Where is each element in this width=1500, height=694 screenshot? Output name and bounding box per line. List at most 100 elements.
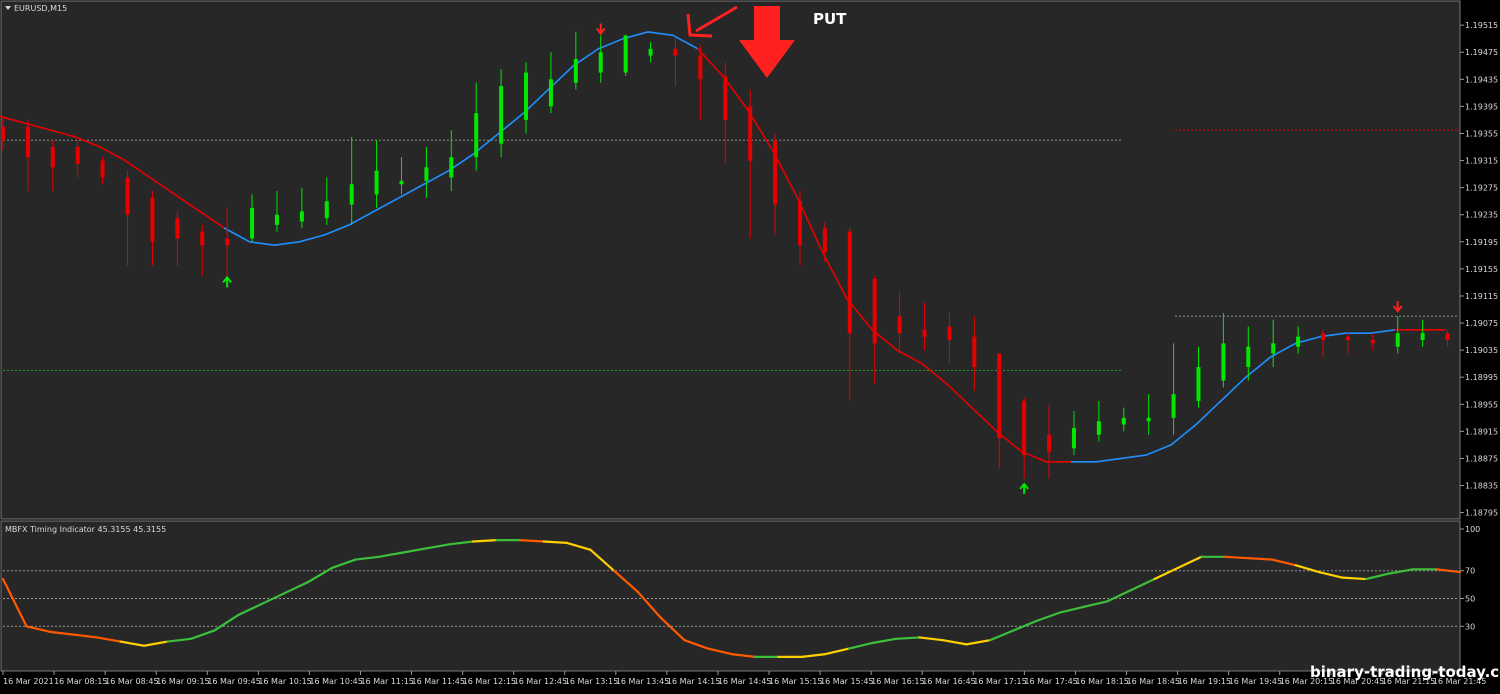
osc-segment (213, 614, 240, 632)
osc-segment (401, 547, 428, 554)
osc-segment (236, 602, 263, 617)
indicator-title: MBFX Timing Indicator 45.3155 45.3155 (5, 525, 166, 534)
candle (1047, 404, 1052, 479)
osc-segment (542, 540, 569, 545)
ma-segment (298, 234, 326, 243)
candle (349, 136, 354, 225)
time-tick-label: 16 Mar 11:45 (412, 677, 465, 686)
ma-segment (1220, 376, 1247, 402)
candle (1121, 407, 1126, 432)
ma-segment (198, 210, 226, 230)
price-tick-label: 1.19115 (1465, 292, 1498, 301)
candle-body (424, 167, 429, 181)
osc-segment (448, 540, 475, 546)
time-tick-label: 16 Mar 10:15 (258, 677, 311, 686)
ma-segment (921, 362, 948, 385)
price-tick-label: 1.19075 (1465, 319, 1498, 328)
ma-segment (1095, 457, 1123, 463)
osc-tick-label: 50 (1465, 595, 1475, 604)
candle-body (1047, 434, 1052, 452)
signal-up-arrow-icon (222, 275, 232, 288)
osc-tick-label: 100 (1465, 525, 1480, 534)
candle (225, 207, 230, 280)
osc-segment (354, 555, 381, 561)
candle (175, 211, 180, 266)
time-tick-label: 16 Mar 16:45 (922, 677, 975, 686)
time-tick-label: 16 Mar 08:45 (105, 677, 158, 686)
candle (573, 31, 578, 90)
dropdown-triangle-icon[interactable] (5, 6, 11, 10)
ma-segment (124, 159, 151, 179)
candle (548, 52, 553, 114)
candle-body (100, 160, 105, 178)
candle-body (648, 48, 653, 56)
candle (748, 89, 753, 239)
candle (1, 116, 5, 151)
price-tick-label: 1.18955 (1465, 400, 1498, 409)
price-axis: 1.19515 1.19475 1.19435 1.19395 1.19355 1.193… (1460, 21, 1498, 518)
osc-segment (1247, 557, 1274, 561)
candle (100, 157, 105, 185)
watermark: binary-trading-today.com (1310, 663, 1500, 681)
osc-segment (1035, 611, 1062, 622)
ma-segment (398, 183, 425, 199)
time-tick-label: 16 Mar 12:45 (514, 677, 567, 686)
candle-body (1296, 336, 1301, 347)
candle (872, 275, 877, 384)
candle (1246, 326, 1251, 381)
candle (374, 140, 379, 208)
osc-segment (918, 636, 945, 642)
ma-segment (49, 129, 77, 138)
candles (1, 31, 1450, 479)
osc-segment (283, 580, 310, 595)
osc-segment (847, 641, 874, 650)
candle (1321, 329, 1326, 357)
candle-body (324, 201, 329, 219)
candle-body (723, 75, 728, 120)
osc-segment (25, 625, 52, 633)
time-tick-label: 16 Mar 09:15 (156, 677, 209, 686)
price-tick-label: 1.18875 (1465, 454, 1498, 463)
time-tick-label: 16 Mar 20:15 (1280, 677, 1333, 686)
price-tick-label: 1.18795 (1465, 509, 1498, 518)
candle-body (474, 113, 479, 158)
candle (1271, 319, 1276, 368)
osc-segment (1388, 568, 1415, 575)
osc-segment (95, 636, 122, 643)
candle-body (947, 326, 952, 340)
oscillator-line (1, 539, 1462, 658)
put-pointer-line (695, 5, 738, 33)
time-tick-label: 16 Mar 14:15 (667, 677, 720, 686)
time-tick-label: 16 Mar 08:15 (54, 677, 107, 686)
candle-body (598, 52, 603, 73)
osc-segment (1223, 555, 1250, 560)
candle (50, 140, 55, 192)
osc-segment (706, 647, 733, 656)
candle-body (748, 106, 753, 161)
candle (125, 170, 130, 266)
candle-body (847, 231, 852, 334)
time-tick-label: 16 Mar 19:45 (1229, 677, 1282, 686)
candle-body (524, 72, 529, 120)
ma-segment (174, 193, 201, 213)
candle (1345, 333, 1350, 354)
indicator-panel (0, 520, 1461, 672)
candle (1196, 346, 1201, 408)
candle-body (1221, 343, 1226, 381)
ma-segment (149, 176, 176, 196)
time-tick-label: 16 Mar 15:15 (769, 677, 822, 686)
osc-segment (1176, 555, 1203, 570)
candle (997, 353, 1002, 469)
ma-segment (821, 251, 849, 301)
candle (1022, 397, 1027, 479)
osc-segment (612, 569, 639, 593)
candle (1296, 326, 1301, 354)
osc-tick-label: 70 (1465, 567, 1475, 576)
candle (648, 42, 653, 63)
osc-segment (730, 652, 757, 658)
candle-body (25, 126, 30, 158)
candle-body (897, 316, 902, 334)
osc-segment (1153, 566, 1180, 581)
